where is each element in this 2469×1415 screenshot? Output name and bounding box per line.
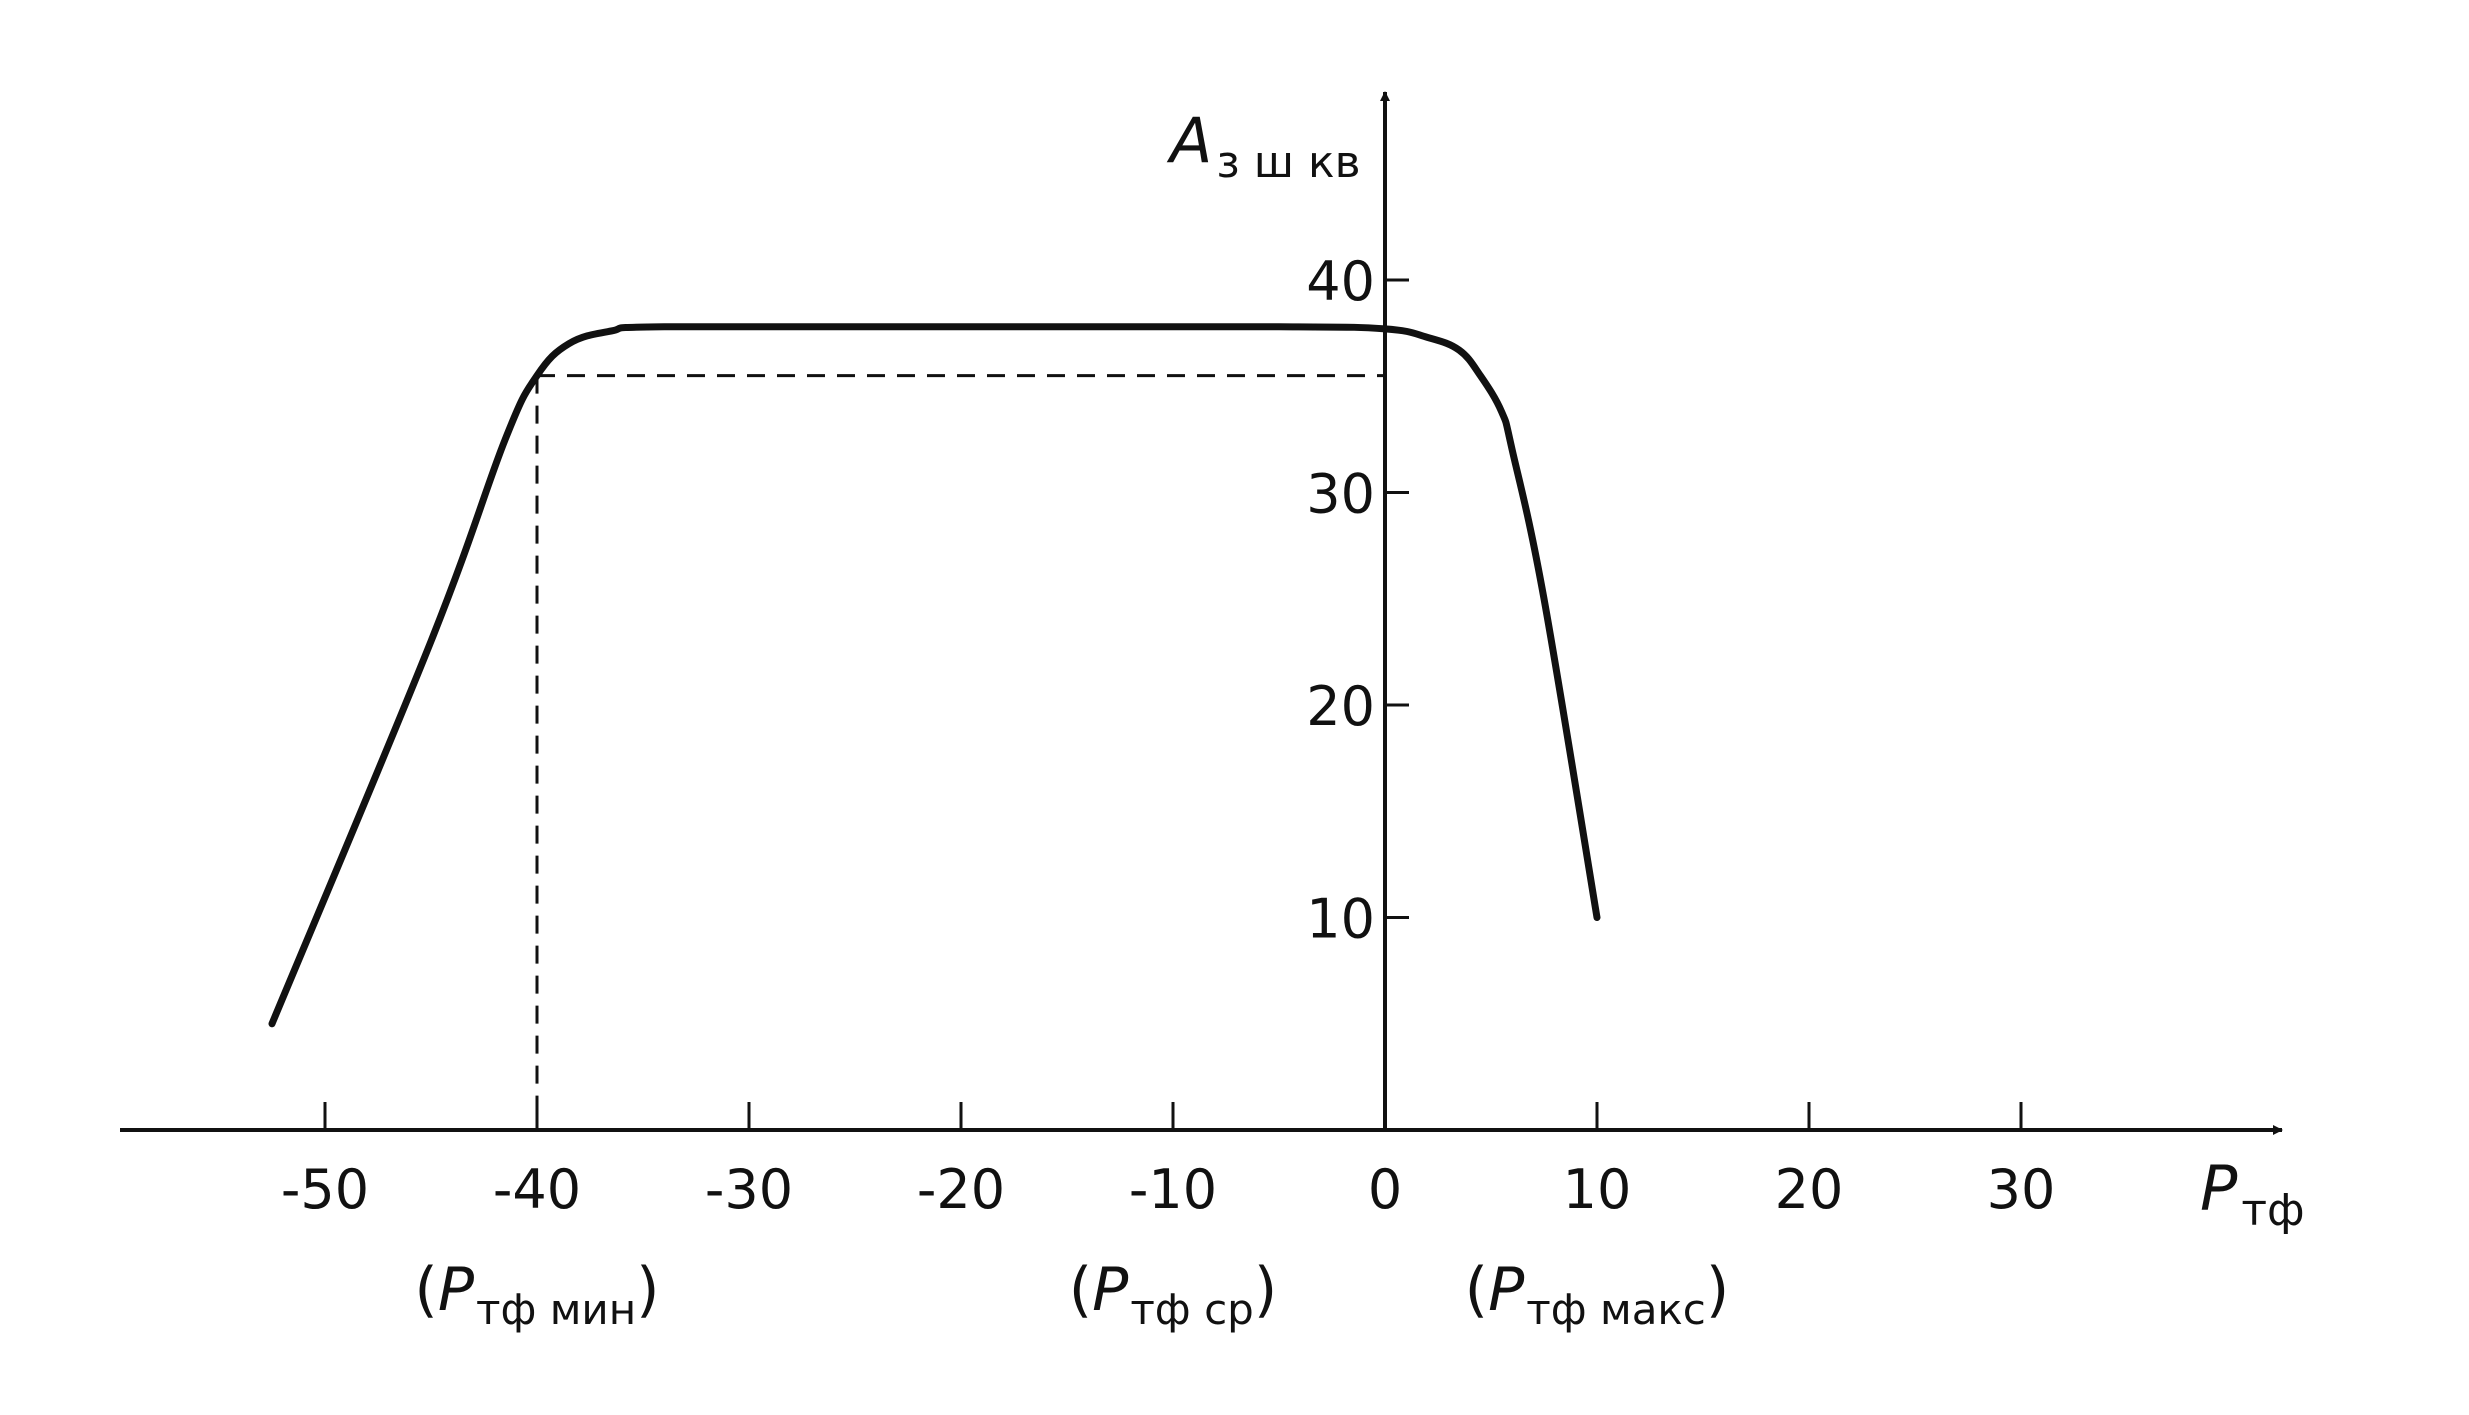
y-tick-label: 30 bbox=[1306, 463, 1375, 526]
x-tick-label: 10 bbox=[1563, 1158, 1632, 1221]
x-tick-label: -20 bbox=[917, 1158, 1005, 1221]
y-tick-label: 10 bbox=[1306, 888, 1375, 951]
x-tick-label: -30 bbox=[705, 1158, 793, 1221]
x-tick-label: -50 bbox=[281, 1158, 369, 1221]
x-tick-label: 30 bbox=[1987, 1158, 2056, 1221]
reference-lines bbox=[535, 374, 1385, 1130]
x-annotation: (Pтф мин) bbox=[414, 1255, 659, 1334]
labels-layer: -50 -40 -30 -20 -10 0 10 20 30 10 20 30 40 Aз ш кв Pтф… bbox=[281, 104, 2305, 1334]
x-tick-label: -40 bbox=[493, 1158, 581, 1221]
axes bbox=[120, 91, 2283, 1135]
y-tick-label: 20 bbox=[1306, 675, 1375, 738]
y-tick-label: 40 bbox=[1306, 250, 1375, 313]
x-tick-label: -10 bbox=[1129, 1158, 1217, 1221]
series-line bbox=[268, 322, 1601, 1028]
x-annotation: (Pтф макс) bbox=[1465, 1255, 1730, 1334]
series-layer bbox=[268, 322, 1601, 1028]
x-tick-label: 20 bbox=[1775, 1158, 1844, 1221]
x-tick-label: 0 bbox=[1368, 1158, 1402, 1221]
x-annotation: (Pтф ср) bbox=[1069, 1255, 1278, 1334]
y-axis-title: Aз ш кв bbox=[1166, 104, 1361, 188]
x-axis-title: Pтф bbox=[2200, 1152, 2305, 1236]
